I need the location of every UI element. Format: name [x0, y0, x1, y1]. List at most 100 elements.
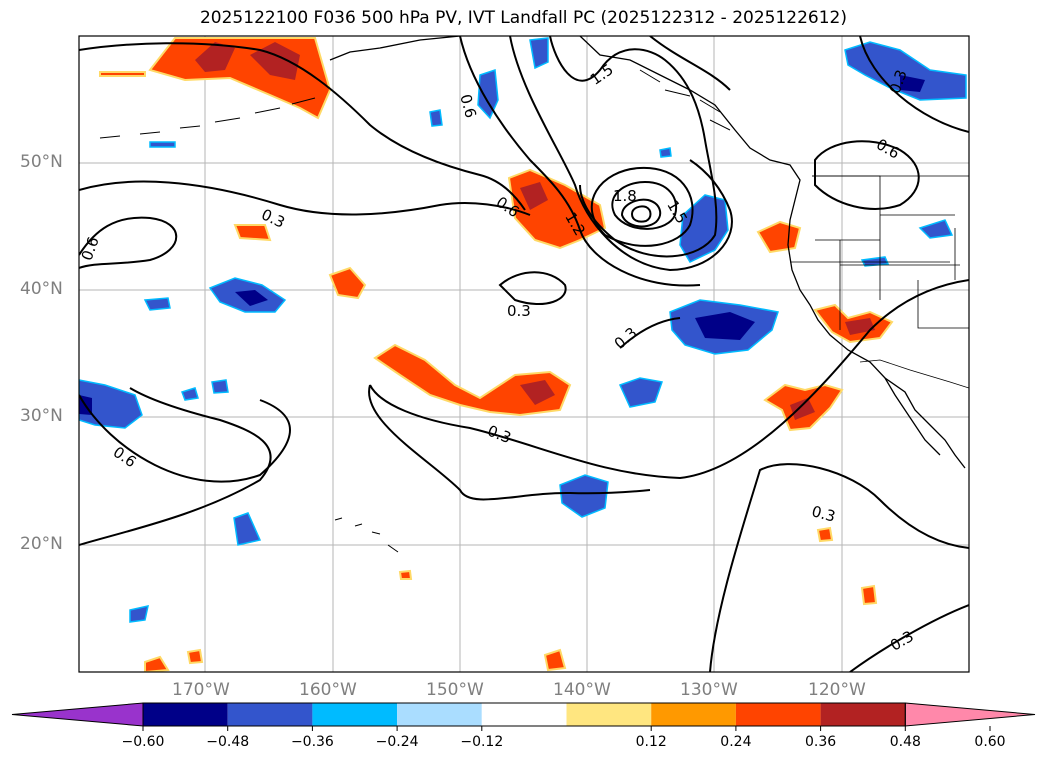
- contour-0.3-east: [709, 463, 969, 672]
- us-state-lines: [790, 175, 969, 330]
- north-america-coast: [579, 36, 966, 469]
- aleutians: [99, 97, 316, 139]
- us-mexico-border: [859, 359, 969, 389]
- contour-0.6-top: [859, 36, 969, 133]
- map-title: 2025122100 F036 500 hPa PV, IVT Landfall…: [199, 8, 847, 28]
- positive-patch-core: [845, 318, 875, 335]
- positive-patch-core: [520, 182, 548, 210]
- positive-patch-core: [520, 380, 555, 405]
- colorbar-tick-label: 0.60: [974, 734, 1006, 750]
- negative-patch: [143, 297, 171, 311]
- negative-anomaly-patches: [79, 37, 967, 623]
- positive-patch: [398, 569, 413, 580]
- contour-labels: 1.5 1.8 1.5 1.2 0.6 0.6 0.6 0.3 0.3 0.3 …: [78, 60, 917, 654]
- negative-patch: [211, 379, 229, 394]
- map-frame: [78, 35, 970, 673]
- contour-label: 0.6: [110, 443, 140, 471]
- negative-patch: [79, 379, 143, 429]
- contour-0.6-trough: [459, 36, 701, 287]
- contour-0.3-small: [498, 271, 567, 305]
- contour-label: 1.5: [587, 60, 617, 88]
- positive-patch: [860, 584, 878, 606]
- negative-patch: [529, 37, 549, 70]
- positive-patch-core: [195, 42, 300, 80]
- positive-patch: [756, 220, 802, 254]
- contour-1.2: [509, 36, 733, 272]
- positive-patch: [543, 648, 567, 672]
- positive-patch-core: [790, 398, 815, 420]
- negative-patch-core: [235, 290, 268, 306]
- colorbar-tick-label: 0.48: [889, 734, 921, 750]
- lon-label: 170°W: [172, 680, 230, 700]
- contour-0.3-main: [79, 180, 531, 216]
- colorbar-tick-label: −0.36: [290, 734, 334, 750]
- colorbar-tick-label: −0.12: [460, 734, 504, 750]
- contour-label: 0.6: [78, 234, 103, 263]
- positive-patch: [99, 71, 146, 77]
- borders: [790, 175, 969, 389]
- contour-2.1: [620, 198, 662, 228]
- negative-patch: [129, 605, 149, 623]
- lon-label: 130°W: [680, 680, 738, 700]
- contour-label: 0.6: [873, 135, 903, 163]
- positive-patch: [186, 648, 204, 665]
- contour-label: 0.3: [810, 502, 838, 526]
- negative-patch: [477, 68, 499, 120]
- negative-patch: [659, 147, 672, 158]
- lon-label: 140°W: [553, 680, 611, 700]
- contour-0.3-se: [849, 604, 969, 672]
- gridlines: [79, 36, 969, 672]
- positive-anomaly-patches: [99, 37, 894, 672]
- negative-patch: [429, 109, 443, 127]
- contour-1.8: [611, 180, 678, 230]
- contour-2.4: [630, 205, 652, 223]
- contour-1.5-ring: [590, 166, 694, 247]
- hawaii: [334, 517, 399, 553]
- lon-label: 120°W: [808, 680, 866, 700]
- lon-label: 160°W: [299, 680, 357, 700]
- colorbar-segment: [651, 703, 736, 726]
- contour-0.3-south: [79, 279, 969, 546]
- contour-label: 0.3: [485, 422, 514, 448]
- negative-patch: [618, 377, 663, 408]
- colorbar-segment: [820, 703, 906, 726]
- lat-label: 20°N: [20, 534, 63, 554]
- contour-label: 0.3: [611, 324, 641, 353]
- colorbar-segment: [312, 703, 398, 726]
- positive-patch: [328, 266, 367, 300]
- colorbar-tick-label: 0.12: [635, 734, 667, 750]
- contour-0.6-north: [79, 42, 526, 211]
- contour-0.3-mid: [368, 384, 651, 501]
- colorbar-segment: [481, 703, 567, 726]
- coastlines: [99, 36, 966, 553]
- positive-patch: [144, 655, 170, 672]
- colorbar-outline: [142, 702, 906, 727]
- colorbar-tick-label: −0.48: [206, 734, 250, 750]
- alaska-islands: [639, 69, 731, 131]
- colorbar-tick-label: 0.24: [720, 734, 752, 750]
- positive-patch: [373, 343, 572, 417]
- colorbar-segment: [566, 703, 652, 726]
- negative-patch: [918, 219, 954, 239]
- negative-patch: [844, 41, 967, 101]
- colorbar: [11, 702, 1036, 731]
- lat-label: 40°N: [20, 279, 63, 299]
- colorbar-segment: [397, 703, 482, 726]
- colorbar-tick-label: −0.60: [121, 734, 165, 750]
- lon-label: 150°W: [426, 680, 484, 700]
- contour-0.6-west: [79, 394, 291, 483]
- lat-label: 30°N: [20, 406, 63, 426]
- negative-patch: [233, 512, 262, 546]
- colorbar-extend-high: [904, 702, 1036, 727]
- contour-label: 1.8: [613, 187, 637, 205]
- positive-patch: [148, 37, 332, 120]
- contour-0.3-lower: [619, 317, 681, 349]
- contour-east: [649, 36, 731, 91]
- negative-patch: [181, 387, 199, 401]
- baja-coast: [884, 377, 941, 456]
- negative-patch: [149, 141, 176, 148]
- pv-contours: [79, 36, 969, 672]
- contour-label: 0.3: [507, 302, 531, 320]
- colorbar-extend-low: [11, 702, 144, 727]
